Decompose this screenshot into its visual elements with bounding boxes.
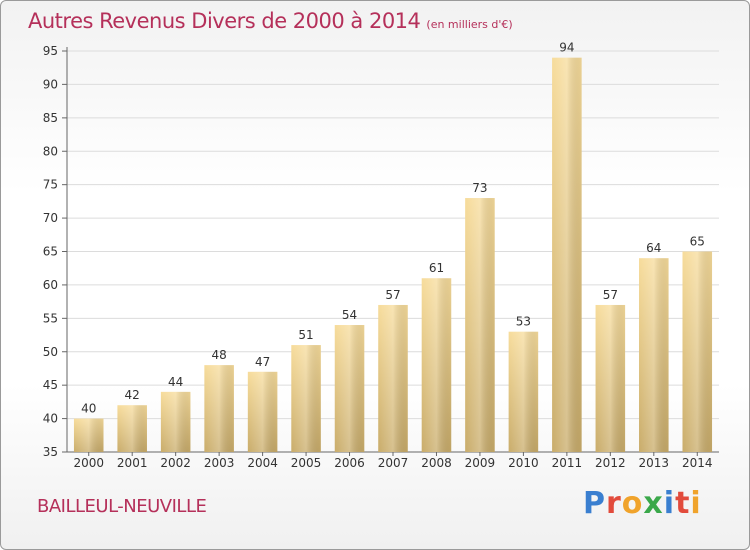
data-label: 53 [516, 315, 531, 329]
x-tick-label: 2007 [378, 456, 409, 470]
x-tick-label: 2000 [73, 456, 104, 470]
data-label: 42 [125, 388, 140, 402]
logo-letter: t [675, 486, 691, 521]
y-tick-label: 65 [43, 245, 58, 259]
y-tick-label: 35 [43, 445, 58, 459]
y-tick-label: 95 [43, 44, 58, 58]
y-tick-label: 55 [43, 311, 58, 325]
logo-letter: o [621, 486, 644, 521]
x-tick-label: 2002 [160, 456, 191, 470]
x-tick-label: 2010 [508, 456, 539, 470]
data-label: 47 [255, 355, 270, 369]
bar-shade-2006 [334, 325, 365, 452]
bar-shade-2013 [639, 258, 669, 452]
data-label: 61 [429, 261, 444, 275]
logo-letter: i [663, 486, 676, 521]
logo-letter: x [643, 486, 664, 521]
bar-shade-2012 [595, 304, 626, 452]
y-tick-label: 50 [43, 345, 58, 359]
bar-shade-2007 [378, 304, 408, 452]
x-tick-label: 2001 [117, 456, 148, 470]
chart-title: Autres Revenus Divers de 2000 à 2014 (en … [28, 9, 513, 33]
bar-shade-2010 [508, 331, 539, 452]
data-label: 51 [298, 328, 313, 342]
axis-layer: 35 40 45 50 55 60 65 70 75 80 85 90 95 2000 2001 2002 20… [43, 44, 719, 470]
logo-letter: r [606, 486, 622, 521]
bar-shade-2009 [465, 198, 495, 452]
y-tick-label: 80 [43, 144, 58, 158]
bar-shade-2001 [117, 405, 147, 452]
label-layer: 40 42 44 48 47 51 54 57 61 73 53 94 57 64 65 [81, 41, 705, 416]
y-tick-label: 70 [43, 211, 58, 225]
x-tick-label: 2011 [552, 456, 583, 470]
data-label: 44 [168, 375, 183, 389]
data-label: 48 [211, 348, 226, 362]
x-tick-label: 2013 [639, 456, 670, 470]
x-tick-label: 2014 [682, 456, 713, 470]
logo-letter: i [690, 486, 702, 521]
x-tick-label: 2008 [421, 456, 452, 470]
bar-shade-2004 [247, 371, 278, 452]
y-tick-label: 45 [43, 378, 58, 392]
data-label: 54 [342, 308, 357, 322]
bar-shade-2005 [291, 345, 321, 452]
bar-shade-2008 [421, 278, 452, 452]
bar-shade-2011 [552, 57, 582, 452]
data-label: 40 [81, 402, 96, 416]
data-label: 65 [690, 235, 705, 249]
bar-layer [73, 57, 713, 452]
x-tick-label: 2006 [334, 456, 365, 470]
data-label: 57 [603, 288, 618, 302]
logo-letter: P [583, 486, 606, 521]
chart-unit: (en milliers d'€) [426, 18, 513, 31]
data-label: 73 [472, 181, 487, 195]
y-tick-label: 75 [43, 178, 58, 192]
bar-shade-2002 [160, 391, 191, 452]
x-tick-label: 2003 [204, 456, 235, 470]
x-tick-label: 2009 [465, 456, 496, 470]
bar-shade-2003 [204, 365, 234, 452]
y-tick-label: 60 [43, 278, 58, 292]
data-label: 94 [559, 41, 574, 55]
y-tick-label: 85 [43, 111, 58, 125]
chart-title-text: Autres Revenus Divers de 2000 à 2014 [28, 9, 421, 33]
proxiti-logo[interactable]: Proxiti [583, 486, 702, 521]
x-tick-label: 2004 [247, 456, 278, 470]
data-label: 64 [646, 241, 661, 255]
bar-shade-2014 [682, 251, 713, 452]
bar-shade-2000 [73, 418, 104, 452]
y-tick-label: 90 [43, 77, 58, 91]
x-tick-label: 2005 [291, 456, 322, 470]
data-label: 57 [385, 288, 400, 302]
y-tick-label: 40 [43, 412, 58, 426]
x-tick-label: 2012 [595, 456, 626, 470]
place-name: BAILLEUL-NEUVILLE [37, 496, 207, 517]
